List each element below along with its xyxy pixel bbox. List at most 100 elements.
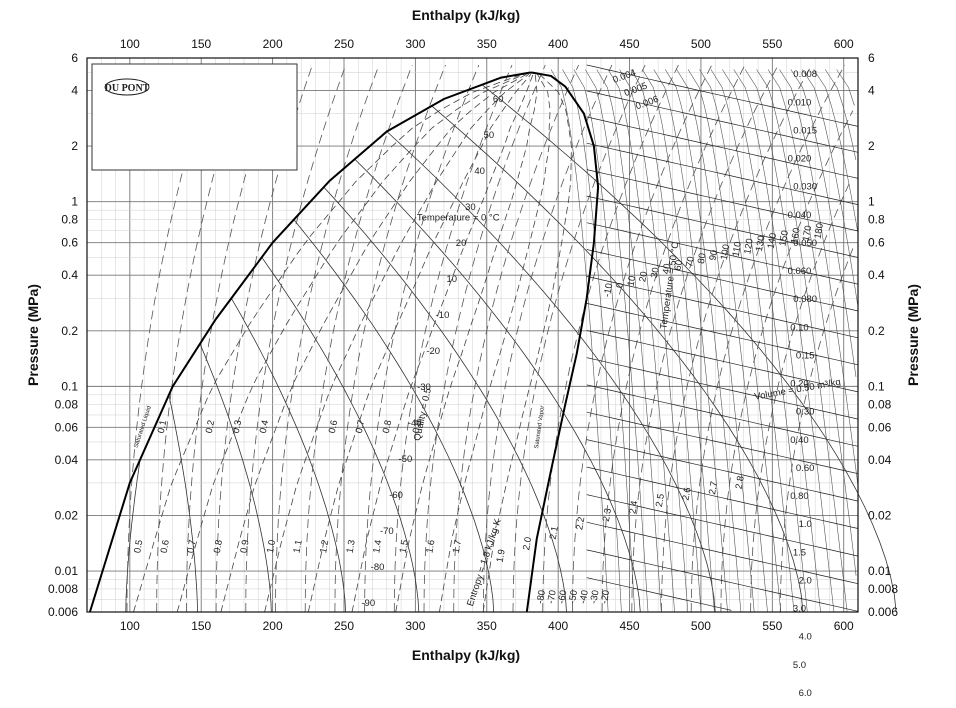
liquid-isotherm-label: 10 <box>447 274 458 285</box>
y-tick-label-right: 0.06 <box>868 420 892 434</box>
vapor-isotherm-curve <box>630 69 702 613</box>
x-tick-label-bottom: 200 <box>263 619 283 633</box>
volume-value-label: 0.15 <box>796 350 815 361</box>
axes-layer <box>86 57 859 613</box>
x-tick-label-bottom: 300 <box>405 619 425 633</box>
volume-value-label: 3.0 <box>793 604 806 615</box>
volume-line <box>586 330 859 393</box>
entropy-line <box>126 64 213 613</box>
vapor-isotherm-curve <box>699 69 782 613</box>
entropy-value-label: 1.2 <box>318 539 331 554</box>
x-tick-label-top: 500 <box>691 37 711 51</box>
entropy-value-label: 1.4 <box>371 539 384 554</box>
entropy-line <box>631 64 779 613</box>
quality-value-label: 0.3 <box>231 419 245 434</box>
liquid-isotherm-curve <box>125 459 141 613</box>
volume-line <box>586 439 859 502</box>
vapor-isotherm-label-bottom: -80 <box>535 589 548 604</box>
entropy-line <box>275 64 380 613</box>
liquid-isotherm-label: -10 <box>436 310 450 321</box>
liquid-isotherm-label: -80 <box>371 562 385 573</box>
volume-line <box>586 276 859 339</box>
y-axis-title-left: Pressure (MPa) <box>25 284 41 386</box>
entropy-line <box>779 247 854 613</box>
entropy-line <box>156 64 247 613</box>
entropy-value-label: 2.6 <box>680 487 693 502</box>
entropy-line <box>393 64 513 613</box>
y-tick-label-right: 0.4 <box>868 268 885 282</box>
entropy-value-label: 1.9 <box>495 549 508 564</box>
vapor-isotherm-curve <box>665 69 742 613</box>
entropy-value-label: 2.5 <box>654 493 667 508</box>
vapor-isotherm-curve <box>824 69 857 160</box>
vapor-isotherm-curve <box>813 69 859 233</box>
volume-value-label: 0.10 <box>790 322 809 333</box>
vapor-isotherm-label: 180 <box>812 222 826 240</box>
y-axis-title-right: Pressure (MPa) <box>905 284 921 386</box>
volume-line <box>586 384 859 447</box>
quality-line <box>220 73 527 613</box>
volume-line <box>586 195 859 258</box>
x-tick-label-top: 150 <box>191 37 211 51</box>
x-tick-label-top: 550 <box>762 37 782 51</box>
y-tick-label-left: 0.2 <box>61 324 78 338</box>
vapor-isotherm-curve <box>687 69 768 613</box>
vapor-isotherm-curve <box>585 69 649 613</box>
liquid-isotherm-curve <box>261 257 420 613</box>
y-tick-label-right: 0.006 <box>868 605 898 619</box>
vapor-isotherm-curve <box>710 69 795 613</box>
volume-value-label: 0.080 <box>793 294 817 305</box>
x-tick-label-bottom: 250 <box>334 619 354 633</box>
vapor-isotherm-label: 100 <box>719 243 733 261</box>
liquid-isotherm-curve <box>199 343 272 613</box>
y-tick-label-left: 0.008 <box>48 582 78 596</box>
y-tick-label-right: 0.2 <box>868 324 885 338</box>
quality-line <box>176 73 525 613</box>
x-tick-label-bottom: 100 <box>120 619 140 633</box>
volume-line <box>586 549 859 612</box>
liquid-isotherm-label: -70 <box>380 526 394 537</box>
x-tick-label-top: 300 <box>405 37 425 51</box>
entropy-line <box>364 64 480 613</box>
vapor-isotherm-curve <box>550 69 609 613</box>
vapor-isotherm-label: 60 <box>672 259 685 271</box>
y-tick-label-left: 0.4 <box>61 268 78 282</box>
vapor-isotherm-label: 170 <box>801 225 815 243</box>
liquid-isotherm-curve <box>293 219 495 613</box>
liquid-isotherm-curve <box>323 186 567 613</box>
y-tick-label-right: 0.8 <box>868 213 885 227</box>
entropy-line <box>542 64 679 613</box>
liquid-isotherm-curve <box>168 394 198 613</box>
entropy-value-label: 1.3 <box>345 539 358 554</box>
y-tick-label-right: 0.08 <box>868 397 892 411</box>
quality-line <box>264 73 530 613</box>
y-tick-label-left: 0.1 <box>61 379 78 393</box>
y-tick-label-left: 0.6 <box>61 236 78 250</box>
x-tick-label-bottom: 150 <box>191 619 211 633</box>
vapor-isotherm-label: 150 <box>777 230 791 248</box>
y-tick-label-right: 1 <box>868 195 875 209</box>
y-tick-label-left: 0.006 <box>48 605 78 619</box>
volume-value-label: 0.80 <box>790 491 809 502</box>
y-tick-label-left: 4 <box>71 84 78 98</box>
entropy-line <box>186 64 280 613</box>
volume-line <box>586 577 732 611</box>
volume-line <box>586 494 859 557</box>
temperature-label: Temperature = 0 °C <box>417 213 500 224</box>
entropy-line <box>690 64 846 613</box>
liquid-isotherm-label: 60 <box>493 94 504 105</box>
vapor-isotherm-curve <box>596 69 662 613</box>
y-tick-label-right: 6 <box>868 51 875 65</box>
liquid-isotherm-curve <box>230 298 346 613</box>
entropy-line <box>572 64 713 613</box>
liquid-isotherm-label: -90 <box>361 598 375 609</box>
liquid-isotherm-curve <box>431 105 804 613</box>
y-tick-label-left: 0.06 <box>55 420 79 434</box>
y-tick-label-right: 0.1 <box>868 379 885 393</box>
x-tick-label-top: 350 <box>477 37 497 51</box>
vapor-isotherm-label-bottom: -50 <box>567 589 580 604</box>
entropy-value-label: 1.6 <box>424 539 437 554</box>
x-tick-label-top: 450 <box>620 37 640 51</box>
liquid-isotherm-label: -30 <box>417 382 431 393</box>
